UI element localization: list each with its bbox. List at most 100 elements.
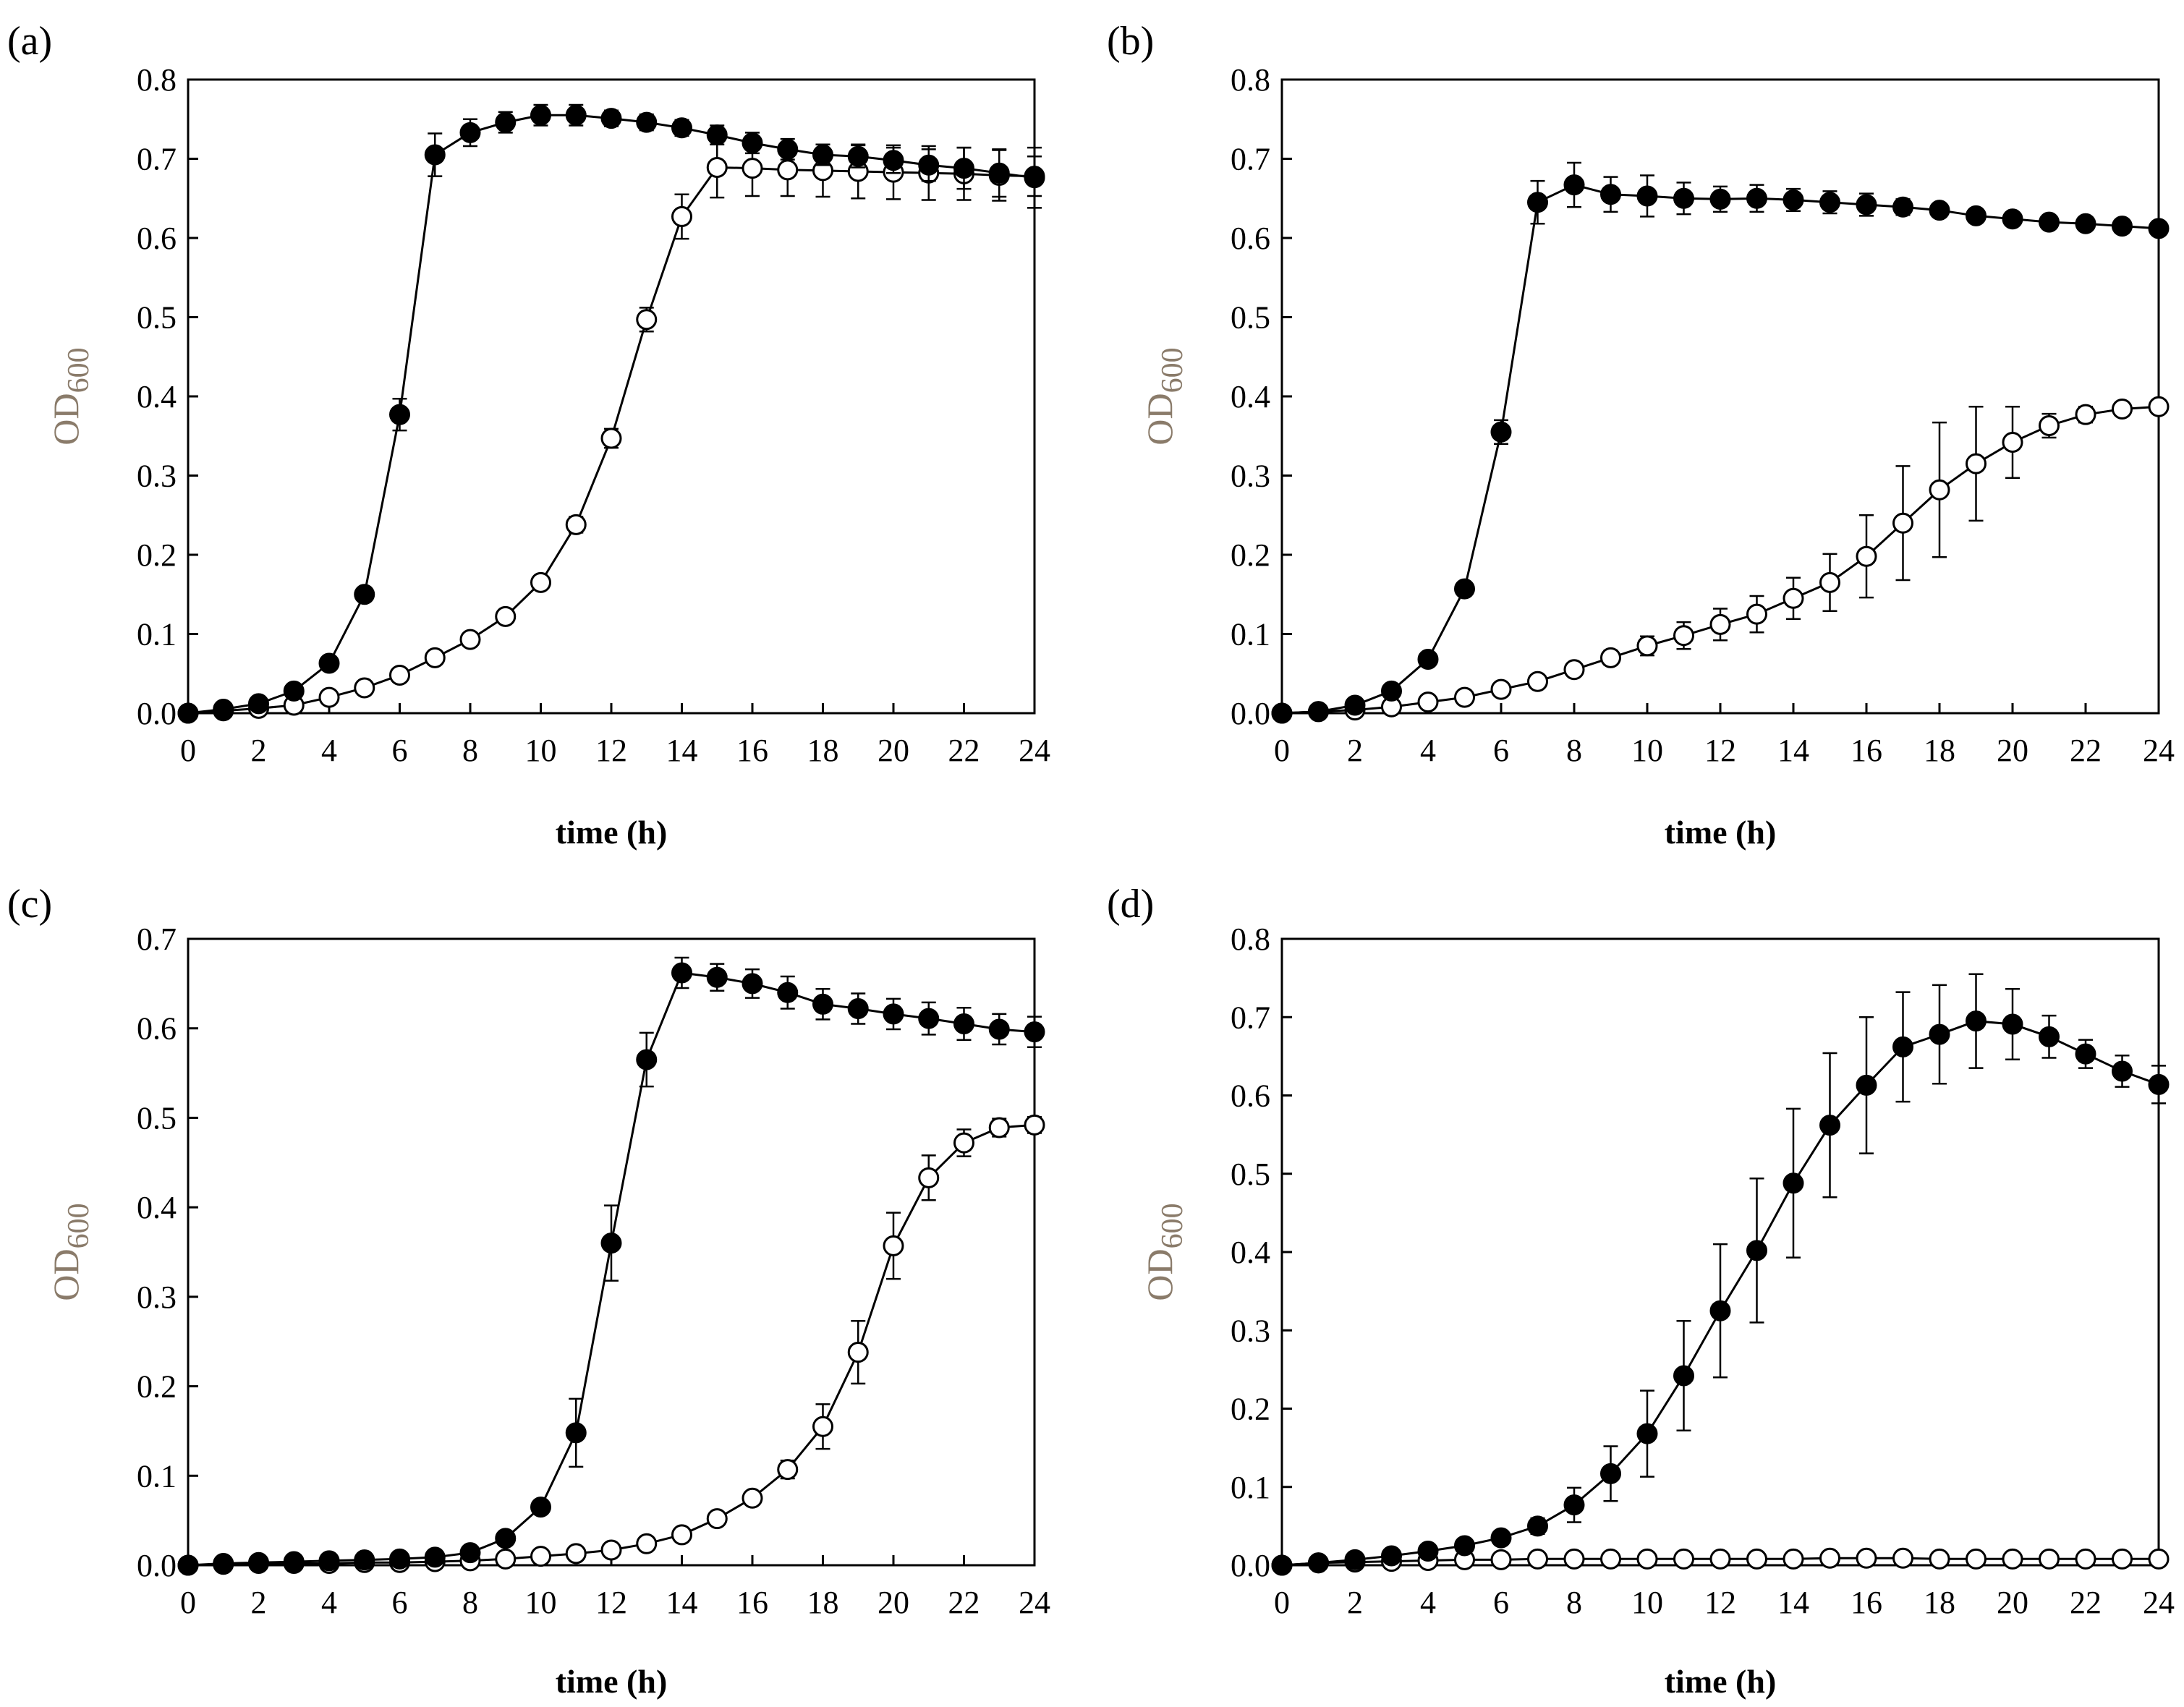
data-point	[706, 966, 728, 988]
y-tick-label: 0.1	[137, 617, 177, 652]
plot-frame	[187, 78, 1036, 715]
data-point	[706, 124, 728, 146]
series-filled	[1271, 161, 2170, 724]
data-point	[1746, 1548, 1767, 1570]
data-point	[565, 1422, 587, 1444]
data-point	[424, 647, 446, 668]
data-point	[1308, 701, 1329, 723]
x-tick-label: 8	[462, 733, 478, 768]
x-tick-label: 12	[595, 1585, 627, 1620]
data-point	[389, 404, 410, 425]
data-point	[530, 104, 551, 126]
data-point	[1344, 1549, 1366, 1570]
data-point	[988, 1018, 1010, 1040]
x-tick-label: 0	[180, 1585, 196, 1620]
y-tick-label: 0.1	[1231, 1470, 1270, 1505]
x-tick-label: 20	[878, 733, 909, 768]
data-point	[1892, 1547, 1913, 1569]
x-tick-label: 22	[2070, 1585, 2102, 1620]
data-point	[1819, 571, 1840, 593]
data-point	[424, 144, 446, 166]
data-point	[988, 1117, 1010, 1138]
data-point	[1454, 1535, 1475, 1557]
y-tick-label: 0.0	[1231, 696, 1270, 731]
data-point	[918, 1008, 940, 1029]
data-point	[1636, 1423, 1658, 1444]
x-tick-label: 18	[1924, 733, 1955, 768]
x-tick-label: 12	[595, 733, 627, 768]
data-point	[883, 1003, 904, 1025]
y-tick-label: 0.8	[137, 62, 177, 98]
chart-area: 0.00.10.20.30.40.50.60.70.80 2 4 6 8 10 12 14 16…	[1231, 921, 2175, 1620]
x-tick-label: 2	[1347, 1585, 1363, 1620]
series-open	[177, 1114, 1045, 1576]
data-point	[2002, 432, 2023, 454]
panel-tag: (b)	[1107, 19, 1154, 64]
data-point	[354, 584, 375, 605]
data-point	[1636, 1548, 1658, 1570]
x-tick-label: 20	[1997, 733, 2028, 768]
data-point	[671, 117, 692, 139]
x-tick-label: 18	[807, 1585, 839, 1620]
data-point	[495, 605, 517, 627]
data-point	[248, 693, 269, 715]
data-point	[600, 427, 622, 449]
data-point	[636, 309, 658, 331]
data-point	[1600, 1548, 1621, 1570]
data-point	[636, 1533, 658, 1554]
data-point	[1563, 1494, 1585, 1516]
y-tick-label: 0.2	[1231, 537, 1270, 573]
data-point	[565, 514, 587, 535]
y-tick-label: 0.7	[137, 142, 177, 177]
x-tick-label: 12	[1704, 1585, 1736, 1620]
data-point	[1966, 1010, 1987, 1032]
y-tick-label: 0.1	[1231, 617, 1270, 652]
x-tick-label: 12	[1704, 733, 1736, 768]
data-point	[1454, 686, 1475, 708]
x-tick-label: 6	[392, 733, 408, 768]
y-tick-label: 0.4	[1231, 379, 1270, 414]
y-tick-label: 0.2	[1231, 1392, 1270, 1427]
data-point	[636, 1049, 658, 1070]
x-axis-label: time (h)	[556, 814, 668, 851]
data-point	[495, 1528, 517, 1549]
y-axis-label-main: OD	[1139, 1248, 1180, 1301]
x-tick-label: 22	[948, 733, 980, 768]
x-tick-label: 24	[1019, 1585, 1050, 1620]
data-point	[318, 1550, 340, 1572]
y-tick-label: 0.5	[1231, 300, 1270, 336]
data-point	[1783, 1172, 1804, 1194]
data-point	[777, 982, 799, 1003]
series-open	[1271, 1547, 2170, 1576]
x-tick-label: 16	[1851, 733, 1882, 768]
data-point	[1856, 545, 1877, 567]
x-tick-label: 0	[1274, 1585, 1290, 1620]
data-point	[1024, 1114, 1045, 1136]
data-point	[283, 1551, 305, 1572]
y-tick-label: 0.7	[1231, 1000, 1270, 1035]
data-point	[600, 1233, 622, 1254]
x-axis-label: time (h)	[1665, 814, 1777, 851]
x-tick-label: 2	[1347, 733, 1363, 768]
data-point	[1381, 1545, 1402, 1567]
data-point	[1819, 1547, 1840, 1569]
x-tick-label: 4	[321, 1585, 337, 1620]
data-point	[671, 962, 692, 984]
data-point	[389, 664, 410, 686]
data-point	[953, 158, 974, 179]
y-axis-label-main: OD	[46, 393, 86, 445]
x-tick-label: 8	[1566, 1585, 1582, 1620]
series-open	[177, 136, 1045, 724]
data-point	[1966, 205, 1987, 226]
x-tick-label: 2	[251, 1585, 267, 1620]
data-point	[1673, 625, 1694, 647]
data-point	[1527, 1548, 1548, 1570]
data-point	[671, 205, 692, 227]
y-axis-label-subscript: 600	[62, 1203, 95, 1248]
y-tick-label: 0.5	[137, 300, 177, 336]
x-tick-label: 16	[1851, 1585, 1882, 1620]
data-point	[2075, 213, 2096, 234]
panel-d: (d) 0.00.10.20.30.40.50.60.70.80 2 4 6 8 10 12…	[1107, 882, 2175, 1700]
data-point	[953, 1013, 974, 1035]
x-tick-label: 6	[1493, 733, 1509, 768]
